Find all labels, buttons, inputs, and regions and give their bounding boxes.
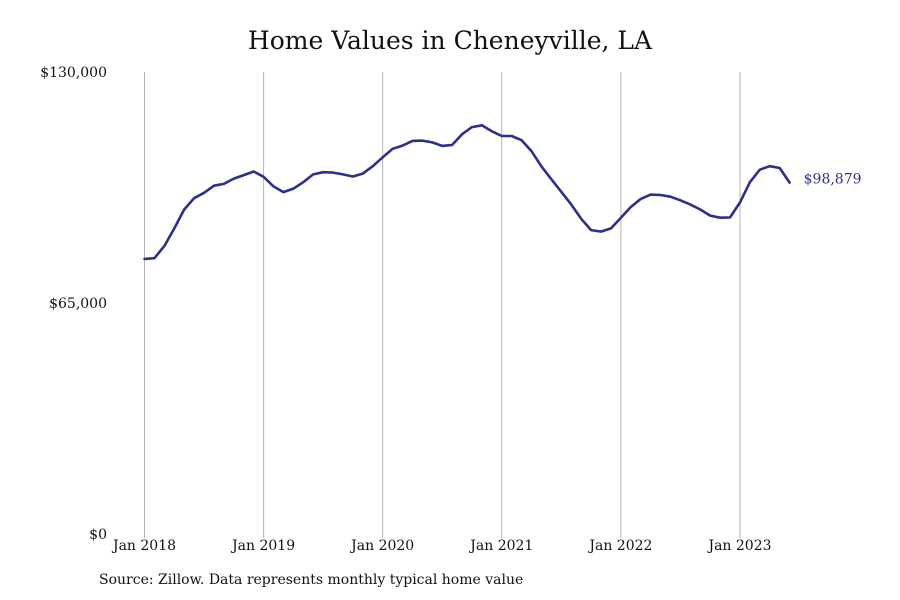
x-tick-label: Jan 2019 <box>230 538 295 554</box>
gridlines <box>144 72 741 538</box>
x-tick-label: Jan 2018 <box>111 538 176 554</box>
series-line <box>143 124 791 261</box>
source-note: Source: Zillow. Data represents monthly … <box>99 572 524 588</box>
x-axis: Jan 2018 Jan 2019 Jan 2020 Jan 2021 Jan 2022… <box>111 538 772 554</box>
y-tick-label: $65,000 <box>49 296 107 312</box>
x-tick-label: Jan 2021 <box>468 538 533 554</box>
plot-area: $98,879 <box>143 124 862 261</box>
x-tick-label: Jan 2020 <box>349 538 414 554</box>
y-tick-label: $0 <box>89 527 107 543</box>
last-value-label: $98,879 <box>804 172 862 188</box>
chart-title: Home Values in Cheneyville, LA <box>247 26 653 55</box>
x-tick-label: Jan 2022 <box>587 538 652 554</box>
x-tick-label: Jan 2023 <box>706 538 771 554</box>
y-tick-label: $130,000 <box>40 65 107 81</box>
y-axis: $0 $65,000 $130,000 <box>40 65 107 543</box>
